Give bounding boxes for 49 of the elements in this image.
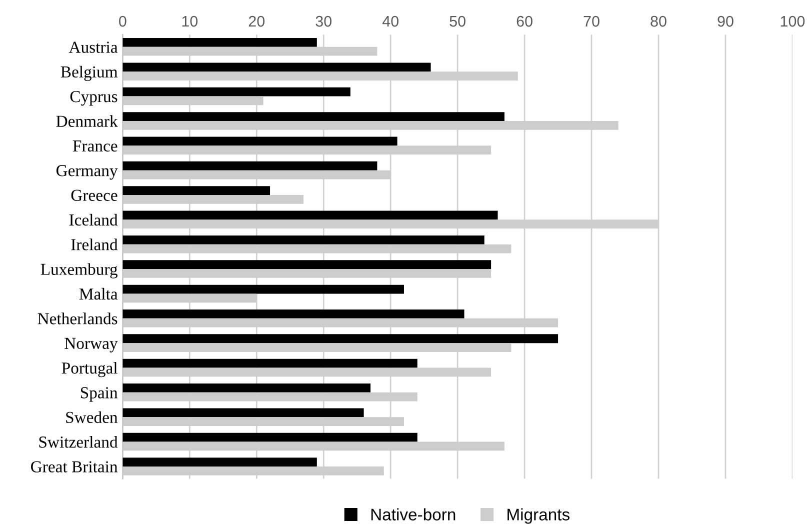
y-tick-label: Great Britain [31,461,118,472]
bar [122,334,558,344]
y-tick-label: Spain [80,387,118,402]
bar [122,136,398,146]
y-tick-label: Germany [56,165,118,180]
x-tick-label: 40 [382,16,398,27]
bar [122,358,418,368]
x-tick-label: 20 [248,16,265,27]
y-tick-label: Malta [79,288,118,300]
y-tick-label: Austria [68,42,118,53]
bar [122,260,492,270]
x-tick-label: 100 [780,16,805,27]
bar [122,161,378,170]
y-tick-label: Cyprus [70,91,118,106]
y-tick-label: Ireland [71,238,118,250]
bar [122,210,498,220]
x-tick-label: 80 [650,16,666,27]
bar [122,112,504,121]
bar [122,384,370,392]
bar [122,310,464,318]
bar [122,235,484,244]
bar [122,87,350,96]
y-tick-label: Greece [71,190,118,201]
y-tick-label: Iceland [69,214,118,226]
x-tick-label: 60 [516,16,532,27]
y-tick-label: Belgium [60,66,118,81]
y-tick-label: Switzerland [39,436,118,448]
x-tick-label: 50 [450,16,466,27]
bar [122,62,431,72]
y-tick-label: Netherlands [38,312,118,324]
y-tick-label: Sweden [66,411,118,424]
bar [122,284,404,294]
legend-label: Migrants [508,508,570,524]
x-tick-label: 70 [584,16,600,27]
y-tick-label: France [72,140,118,152]
bar [122,458,317,466]
legend-label: Native-born [371,508,456,520]
x-tick-label: 0 [119,16,126,27]
bar [122,408,364,418]
x-tick-label: 10 [182,16,198,27]
bar [122,186,270,195]
y-tick-label: Portugal [62,362,118,378]
x-tick-label: 30 [316,16,332,27]
y-tick-label: Denmark [56,115,118,127]
y-tick-label: Luxemburg [40,263,118,278]
bar [122,432,418,442]
y-tick-label: Norway [64,338,118,352]
x-tick-label: 90 [718,16,734,27]
bar [122,38,317,47]
